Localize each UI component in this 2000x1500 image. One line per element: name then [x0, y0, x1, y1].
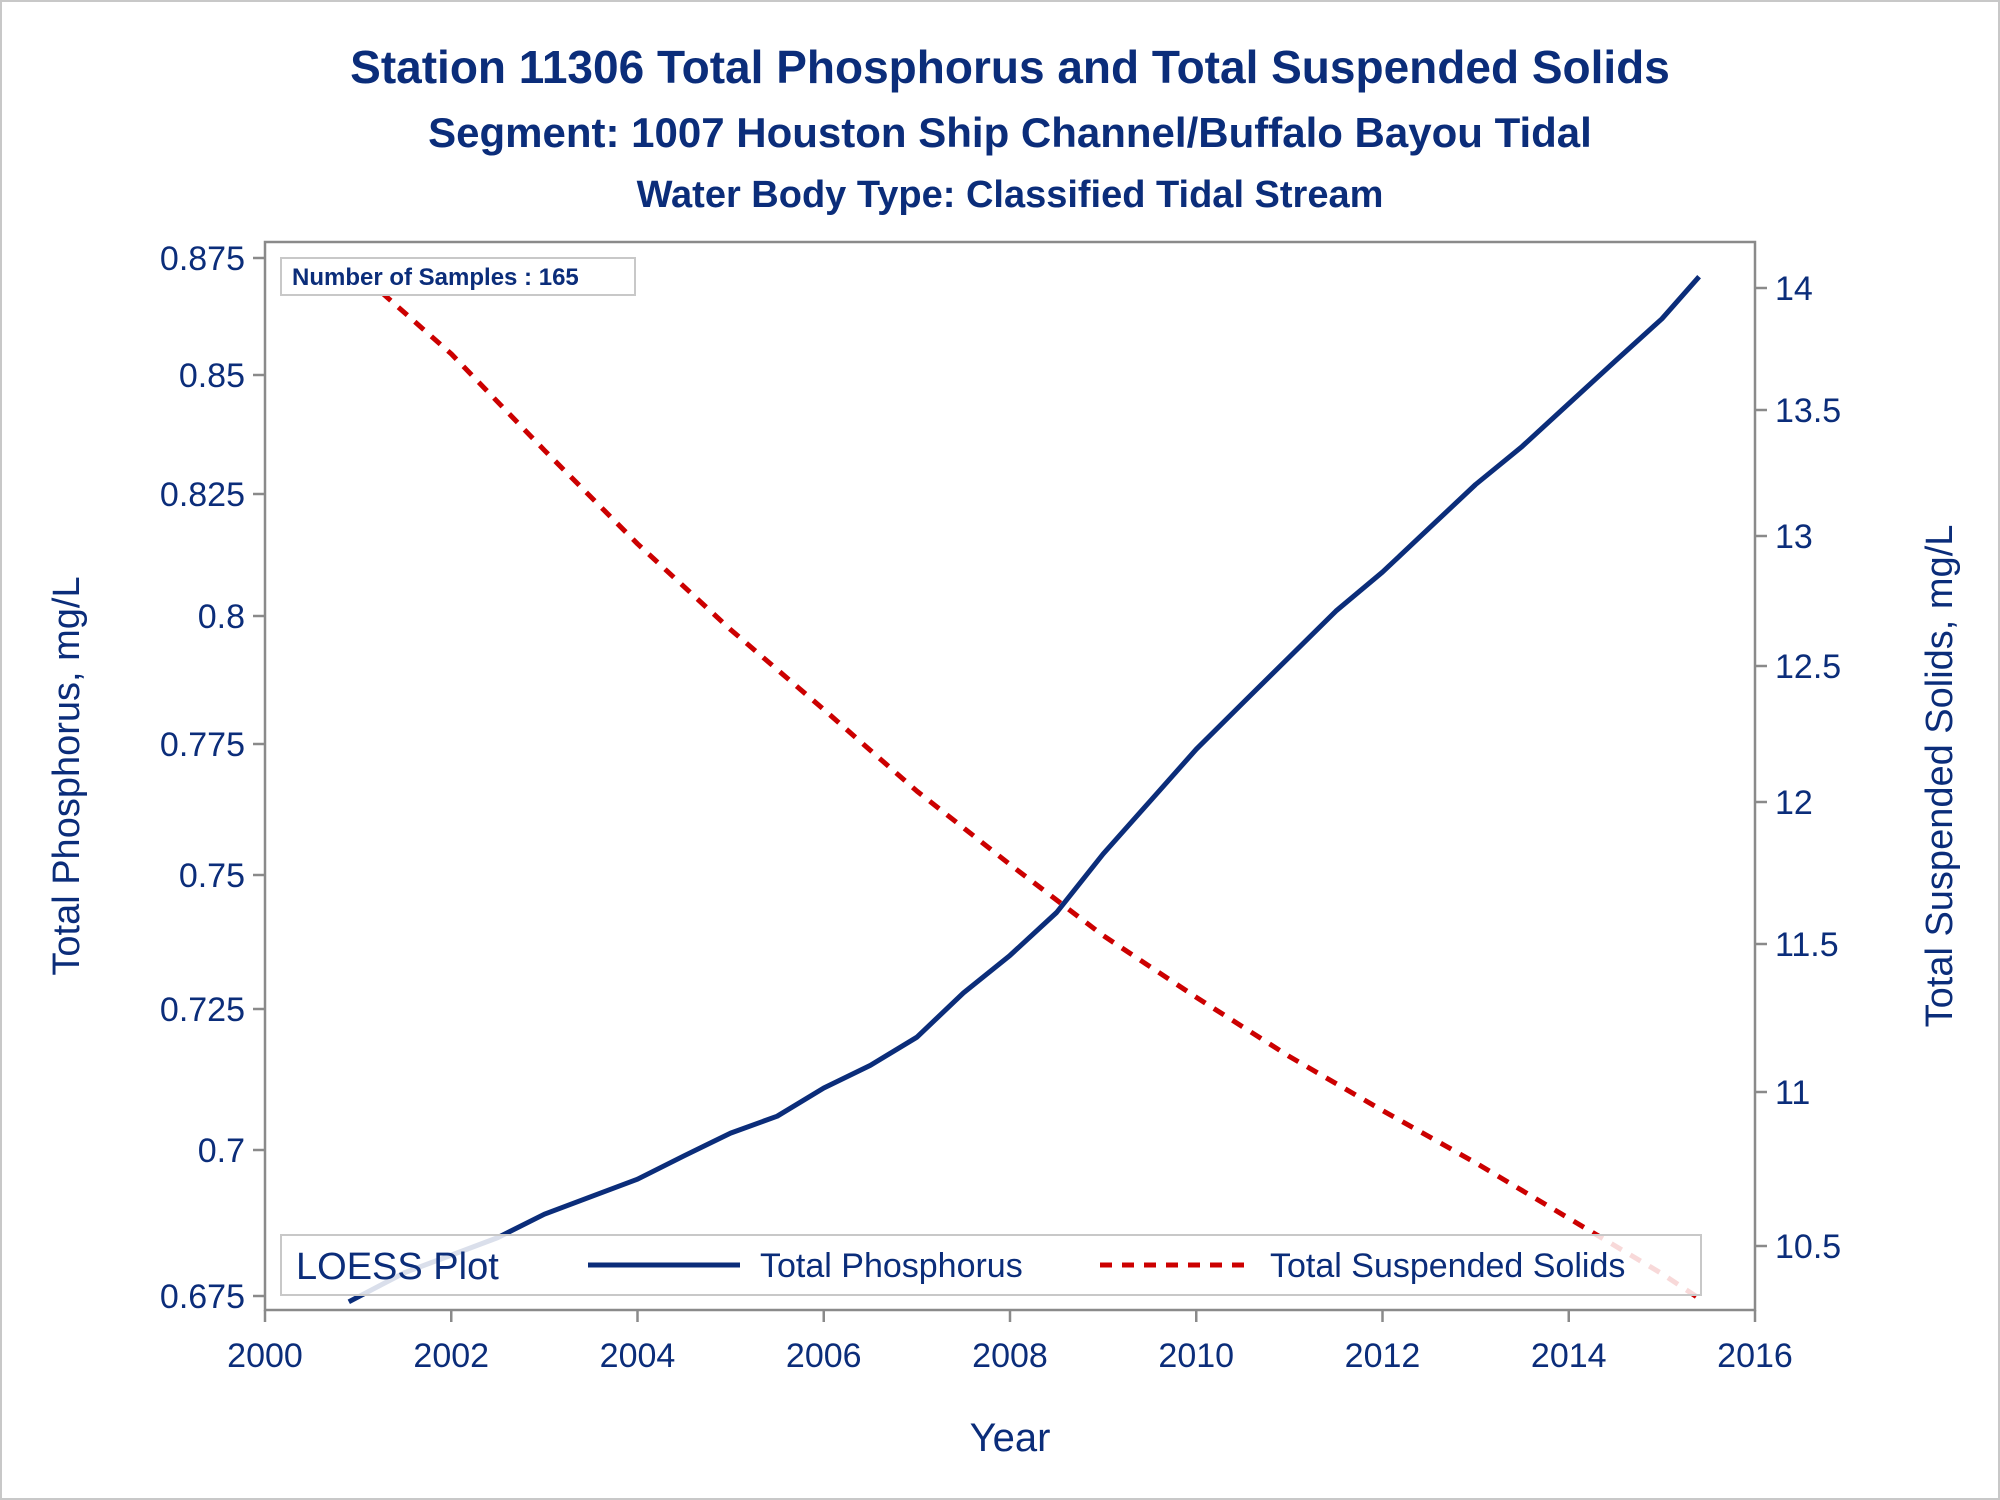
y2-tick-label: 12 — [1775, 784, 1813, 822]
x-tick-label: 2002 — [413, 1337, 489, 1375]
x-axis-label: Year — [970, 1416, 1051, 1460]
legend: LOESS Plot Total Phosphorus Total Suspen… — [280, 1234, 1702, 1296]
y-axis-left: 0.675 0.7 0.725 0.75 0.775 0.8 0.825 0.85 0.875 — [160, 240, 265, 1316]
plot-area — [263, 240, 1757, 1312]
y-tick-label: 0.825 — [160, 476, 245, 514]
y-axis-right: 10.5 11 11.5 12 12.5 13 13.5 14 — [1755, 270, 1841, 1266]
y-tick-label: 0.8 — [198, 598, 245, 636]
series-line-total-suspended-solids — [347, 261, 1701, 1301]
y2-tick-label: 12.5 — [1775, 648, 1841, 686]
chart-subtitle-2: Water Body Type: Classified Tidal Stream — [637, 174, 1384, 216]
legend-label-total-suspended-solids: Total Suspended Solids — [1270, 1247, 1625, 1285]
y2-tick-label: 13 — [1775, 518, 1813, 556]
y-tick-label: 0.7 — [198, 1132, 245, 1170]
chart-subtitle: Segment: 1007 Houston Ship Channel/Buffa… — [428, 109, 1592, 156]
y-tick-label: 0.725 — [160, 991, 245, 1029]
x-tick-label: 2004 — [600, 1337, 676, 1375]
y-tick-label: 0.85 — [179, 357, 245, 395]
x-axis: 2000 2002 2004 2006 2008 2010 2012 2014 2016 — [227, 1310, 1793, 1375]
series-line-total-phosphorus — [347, 275, 1701, 1305]
y2-axis-label: Total Suspended Solids, mg/L — [1919, 525, 1961, 1028]
y-tick-label: 0.75 — [179, 857, 245, 895]
sample-count-label: Number of Samples : 165 — [292, 264, 579, 291]
legend-title: LOESS Plot — [296, 1246, 499, 1288]
x-tick-label: 2000 — [227, 1337, 303, 1375]
x-tick-label: 2006 — [786, 1337, 862, 1375]
x-tick-label: 2012 — [1345, 1337, 1421, 1375]
y-tick-label: 0.775 — [160, 726, 245, 764]
y-tick-label: 0.875 — [160, 240, 245, 278]
y2-tick-label: 14 — [1775, 270, 1813, 308]
y2-tick-label: 13.5 — [1775, 392, 1841, 430]
x-tick-label: 2016 — [1717, 1337, 1793, 1375]
chart-title: Station 11306 Total Phosphorus and Total… — [350, 41, 1670, 93]
x-tick-label: 2010 — [1158, 1337, 1234, 1375]
y2-tick-label: 11.5 — [1775, 926, 1839, 964]
y-axis-label: Total Phosphorus, mg/L — [46, 576, 88, 975]
sample-count-box: Number of Samples : 165 — [280, 257, 636, 296]
y-tick-label: 0.675 — [160, 1278, 245, 1316]
x-tick-label: 2014 — [1531, 1337, 1607, 1375]
x-tick-label: 2008 — [972, 1337, 1048, 1375]
legend-label-total-phosphorus: Total Phosphorus — [760, 1247, 1023, 1285]
y2-tick-label: 10.5 — [1775, 1228, 1841, 1266]
series-lines — [347, 261, 1701, 1305]
y2-tick-label: 11 — [1775, 1074, 1810, 1112]
